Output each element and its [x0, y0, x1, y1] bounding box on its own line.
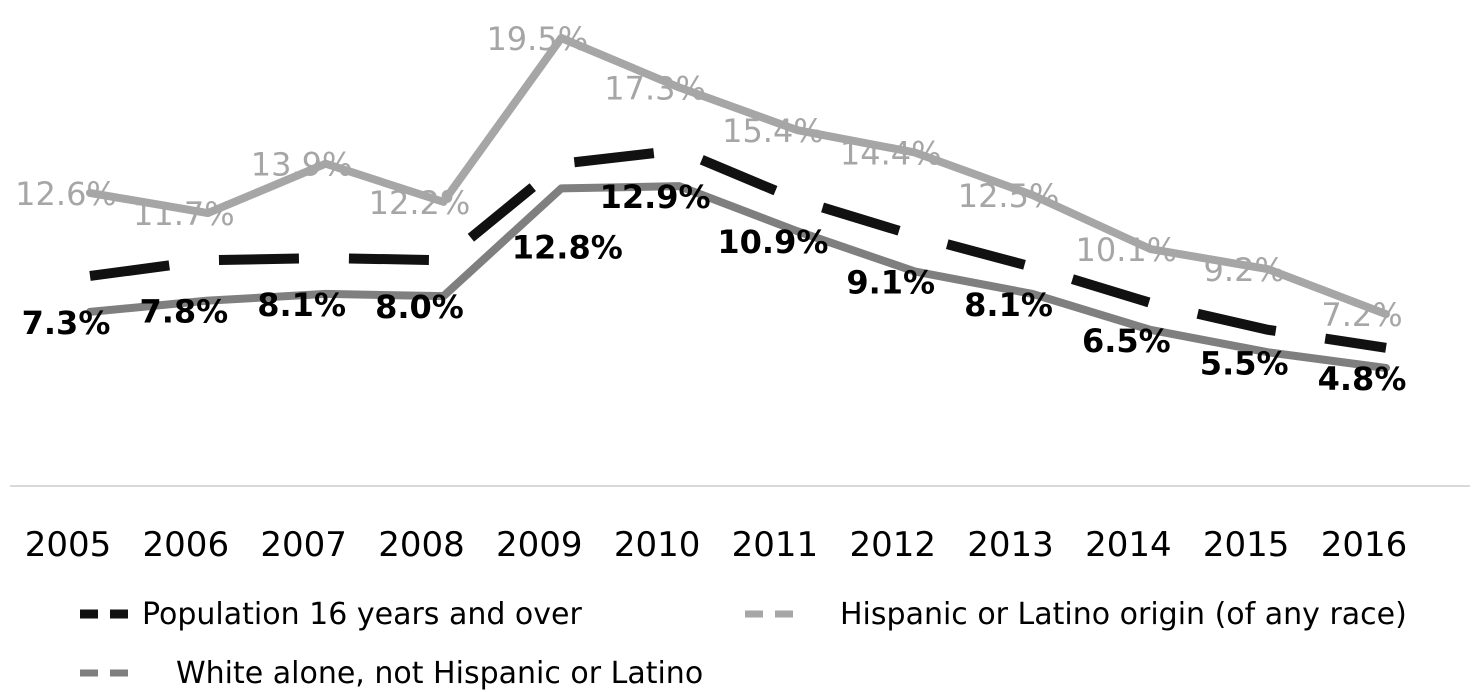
data-label-white: 10.9%	[717, 223, 828, 261]
data-label-white: 8.1%	[257, 286, 346, 324]
x-tick-label: 2016	[1321, 525, 1408, 565]
legend-item-2: White alone, not Hispanic or Latino	[80, 656, 703, 691]
x-tick-label: 2011	[732, 525, 819, 565]
x-tick-label: 2005	[25, 525, 112, 565]
x-tick-label: 2009	[496, 525, 583, 565]
x-tick-label: 2006	[143, 525, 230, 565]
data-label-white: 6.5%	[1082, 322, 1171, 360]
data-label-hispanic: 10.1%	[1076, 231, 1178, 269]
series-line-2	[86, 182, 1390, 372]
data-labels: 12.6% 11.7% 13.9% 12.2% 19.5% 17.3% 15.4% 14.4%…	[15, 20, 1406, 398]
x-tick-label: 2012	[849, 525, 936, 565]
x-tick-label: 2007	[260, 525, 347, 565]
data-label-hispanic: 9.2%	[1204, 251, 1285, 289]
x-tick-label: 2008	[378, 525, 465, 565]
data-label-white: 5.5%	[1200, 344, 1289, 382]
x-axis-ticks: 2005 2006 2007 2008 2009 2010 2011 2012 2013 2014…	[25, 525, 1408, 565]
data-label-white: 7.3%	[22, 304, 111, 342]
data-label-hispanic: 13.9%	[251, 146, 353, 184]
data-label-hispanic: 12.6%	[15, 175, 117, 213]
data-label-hispanic: 17.3%	[604, 69, 706, 107]
data-label-hispanic: 11.7%	[133, 195, 235, 233]
data-label-white: 7.8%	[139, 293, 228, 331]
x-tick-label: 2013	[967, 525, 1054, 565]
legend-label: Hispanic or Latino origin (of any race)	[840, 597, 1407, 632]
series-lines	[86, 34, 1390, 372]
series-line-0	[89, 145, 1387, 353]
legend: Population 16 years and over Hispanic or …	[80, 597, 1407, 691]
data-label-white: 8.0%	[375, 288, 464, 326]
data-label-white: 9.1%	[846, 263, 935, 301]
data-label-hispanic: 14.4%	[840, 134, 942, 172]
data-label-hispanic: 12.2%	[369, 184, 471, 222]
x-tick-label: 2010	[614, 525, 701, 565]
data-label-hispanic: 15.4%	[722, 112, 824, 150]
x-tick-label: 2014	[1085, 525, 1172, 565]
data-label-white: 8.1%	[964, 286, 1053, 324]
data-label-hispanic: 7.2%	[1321, 296, 1402, 334]
legend-label: Population 16 years and over	[142, 597, 583, 632]
data-label-hispanic: 19.5%	[486, 20, 588, 58]
series-line-1	[86, 34, 1390, 319]
data-label-white: 4.8%	[1318, 360, 1407, 398]
data-label-white: 12.9%	[600, 178, 711, 216]
legend-label: White alone, not Hispanic or Latino	[176, 656, 703, 691]
data-label-white: 12.8%	[512, 228, 623, 266]
data-label-hispanic: 12.5%	[958, 177, 1060, 215]
x-tick-label: 2015	[1203, 525, 1290, 565]
legend-item-1: Hispanic or Latino origin (of any race)	[745, 597, 1407, 632]
legend-item-0: Population 16 years and over	[80, 597, 583, 632]
